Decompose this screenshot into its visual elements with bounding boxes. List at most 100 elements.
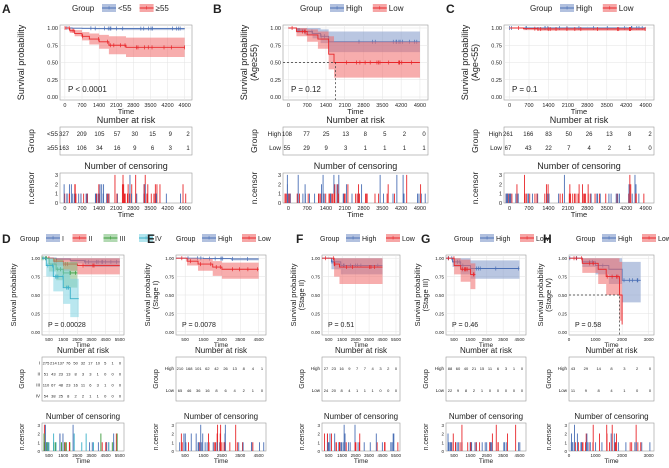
risk-row-label: Low xyxy=(312,388,321,393)
censor-panel: Number of censoring 0 1 2 3 0 700 1400 2100 2800 3… xyxy=(470,161,655,219)
legend-censor-mark: + xyxy=(247,235,251,242)
risk-value: 0 xyxy=(521,388,524,393)
censor-title: Number of censoring xyxy=(46,412,120,421)
y-tick-label: 0.75 xyxy=(165,275,174,280)
censor-y-tick: 0 xyxy=(171,449,174,454)
risk-frame xyxy=(321,356,401,402)
y-tick-label: 1.00 xyxy=(311,256,320,261)
censor-title: Number of censoring xyxy=(449,412,523,421)
y-axis-title: Survival probability (Age<55) xyxy=(460,24,480,100)
censor-frame xyxy=(445,422,527,452)
risk-value: 1 xyxy=(403,146,407,152)
censor-y-tick: 1 xyxy=(55,192,58,198)
y-axis-title-line: Survival probability xyxy=(536,263,545,326)
risk-value: 0 xyxy=(379,388,382,393)
censor-x-tick: 4200 xyxy=(620,206,632,212)
censor-x-tick: 500 xyxy=(325,453,333,458)
y-tick-label: 1.00 xyxy=(435,256,444,261)
legend-label: Low xyxy=(258,236,272,243)
censor-x-tick: 3500 xyxy=(498,453,509,458)
censor-panel: Number of censoring 0 1 2 3 0 1000 2000 3000 Time… xyxy=(546,412,655,465)
risk-value: 1 xyxy=(104,383,107,388)
legend-label: High xyxy=(362,236,377,243)
censor-x-tick: 3500 xyxy=(235,453,246,458)
legend-censor-mark: + xyxy=(77,235,81,242)
risk-value: 3 xyxy=(505,366,508,371)
x-tick-label: 2000 xyxy=(617,337,628,342)
censor-x-tick: 2500 xyxy=(217,453,228,458)
y-axis-title-line: Survival probability xyxy=(460,24,470,100)
risk-row-label: High xyxy=(165,366,175,371)
x-tick-label: 0 xyxy=(287,103,290,109)
censor-x-tick: 3500 xyxy=(376,206,388,212)
censor-x-tick: 4900 xyxy=(179,206,191,212)
legend-label: Low xyxy=(658,236,669,243)
risk-frame xyxy=(282,126,429,156)
censor-x-tick: 500 xyxy=(45,453,53,458)
censor-x-title: Time xyxy=(347,210,363,219)
risk-value: 0 xyxy=(261,388,264,393)
risk-value: 29 xyxy=(303,146,310,152)
x-tick-label: 5500 xyxy=(391,337,402,342)
survival-curve-Low xyxy=(288,27,420,63)
risk-row-label: High xyxy=(489,131,503,138)
censor-title: Number of censoring xyxy=(574,412,648,421)
censor-y-tick: 1 xyxy=(171,440,174,445)
censor-y-tick: 1 xyxy=(317,440,320,445)
censor-frame xyxy=(59,172,193,204)
risk-value: 26 xyxy=(223,366,228,371)
risk-value: 1 xyxy=(628,146,632,152)
legend-title: Group xyxy=(530,4,553,13)
censor-x-tick: 4500 xyxy=(378,453,389,458)
legend-censor-mark: + xyxy=(647,235,651,242)
risk-value: 0 xyxy=(111,372,114,377)
y-tick-label: 0.50 xyxy=(435,293,444,298)
x-tick-label: 500 xyxy=(45,337,53,342)
y-axis-title-line: Survival probability xyxy=(413,263,422,326)
risk-value: 23 xyxy=(59,372,64,377)
risk-value: 67 xyxy=(505,146,512,152)
censor-y-title: n.censor xyxy=(470,172,480,205)
risk-value: 11 xyxy=(571,388,576,393)
legend-censor-mark: + xyxy=(565,5,569,12)
risk-value: 0 xyxy=(104,394,107,399)
y-tick-label: 0.25 xyxy=(311,311,320,316)
censor-y-tick: 0 xyxy=(278,201,281,207)
censor-panel: Number of censoring 0 1 2 3 0 700 1400 2100 2800 3… xyxy=(26,161,193,219)
legend-title: Group xyxy=(300,4,323,13)
risk-value: 1 xyxy=(186,146,190,152)
risk-value: 0 xyxy=(119,361,122,366)
risk-value: 88 xyxy=(448,366,453,371)
risk-value: 163 xyxy=(59,146,70,152)
risk-value: 8 xyxy=(67,394,70,399)
risk-value: 4 xyxy=(252,366,255,371)
risk-row-label: <55 xyxy=(47,131,58,138)
risk-frame xyxy=(41,356,125,402)
risk-value: 261 xyxy=(503,132,514,138)
x-tick-label: 4900 xyxy=(414,103,426,109)
risk-y-title: Group xyxy=(26,129,36,153)
risk-value: 21 xyxy=(472,366,477,371)
censor-y-tick: 2 xyxy=(37,432,40,437)
risk-value: 60 xyxy=(456,366,461,371)
confidence-band-Low xyxy=(446,258,476,290)
censor-y-tick: 1 xyxy=(564,440,567,445)
censor-x-title: Time xyxy=(604,458,619,465)
risk-row-label: III xyxy=(36,383,40,388)
risk-value: 9 xyxy=(585,388,588,393)
risk-value: 16 xyxy=(114,146,121,152)
risk-value: 6 xyxy=(151,146,155,152)
risk-value: 34 xyxy=(96,146,103,152)
risk-value: 1 xyxy=(97,372,100,377)
panel-letter: B xyxy=(213,2,222,16)
risk-value: 11 xyxy=(488,366,493,371)
risk-value: 1 xyxy=(623,388,626,393)
median-line xyxy=(569,294,620,335)
legend: Group + High + Low xyxy=(176,234,272,243)
censor-x-tick: 700 xyxy=(524,206,533,212)
risk-value: 43 xyxy=(51,372,56,377)
risk-title: Number at risk xyxy=(550,115,609,125)
